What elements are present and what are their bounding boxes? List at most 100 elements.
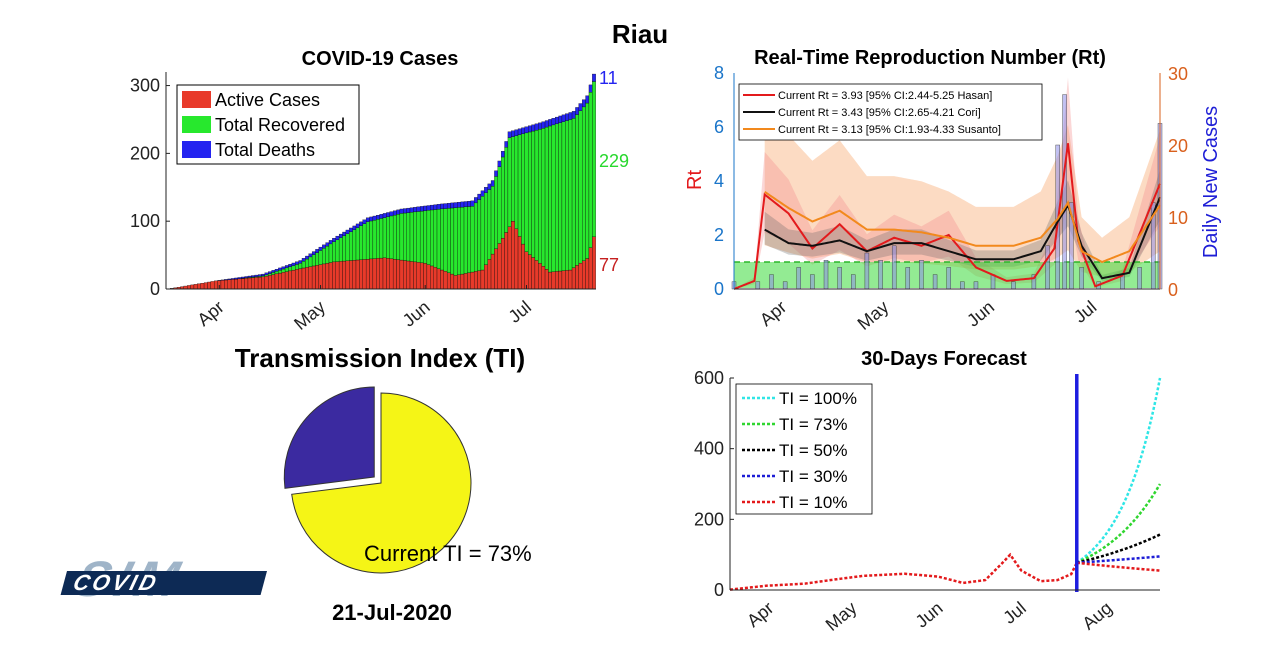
bar-deaths: [548, 119, 552, 127]
bar-recovered: [578, 110, 583, 264]
bar-active: [261, 276, 265, 290]
rt-left-axis-label: Rt: [684, 170, 706, 190]
end-label-recovered: 229: [599, 151, 629, 171]
legend-swatch-deaths: [182, 141, 211, 158]
bar-recovered: [288, 266, 292, 272]
rt-right-tick-label: 20: [1168, 136, 1188, 156]
bar-deaths: [325, 242, 330, 247]
bar-recovered: [386, 216, 390, 259]
bar-active: [440, 269, 444, 290]
forecast-history-line: [729, 552, 1078, 591]
bar-deaths: [406, 207, 411, 213]
bar-active: [281, 272, 286, 290]
bar-recovered: [342, 235, 347, 262]
bar-deaths: [362, 219, 367, 224]
bar-recovered: [440, 208, 444, 271]
bar-active: [457, 274, 461, 290]
bar-deaths: [416, 206, 421, 212]
daily-case-bar: [1011, 281, 1016, 290]
bar-recovered: [345, 233, 350, 261]
bar-deaths: [409, 207, 414, 213]
bar-deaths: [555, 116, 559, 124]
bar-deaths: [268, 271, 272, 274]
bar-active: [419, 262, 424, 290]
bar-deaths: [534, 123, 539, 131]
bar-active: [490, 253, 495, 290]
rt-left-tick-label: 4: [714, 171, 724, 191]
bar-deaths: [257, 274, 262, 277]
bar-deaths: [517, 128, 522, 135]
forecast-y-tick-label: 600: [694, 368, 724, 388]
rt-line-susanto: [764, 190, 1161, 264]
bar-active: [528, 254, 532, 290]
bar-deaths: [497, 160, 502, 167]
bar-recovered: [521, 133, 525, 245]
bar-active: [284, 271, 289, 290]
legend-swatch-recovered: [182, 116, 211, 133]
bar-active: [467, 272, 471, 290]
bar-deaths: [490, 180, 495, 187]
bar-recovered: [379, 218, 384, 259]
bar-deaths: [436, 204, 441, 210]
bar-deaths: [271, 270, 276, 273]
bar-deaths: [349, 227, 353, 232]
rt-legend-label-susanto: Current Rt = 3.13 [95% CI:1.93-4.33 Susa…: [778, 124, 1001, 136]
logo-covid-text: COVID: [71, 570, 162, 595]
bar-deaths: [419, 206, 424, 212]
rt-plot: [731, 77, 1163, 290]
report-date: 21-Jul-2020: [332, 600, 452, 625]
bar-recovered: [413, 211, 417, 263]
bar-recovered: [544, 126, 549, 270]
forecast-x-tick-label: Apr: [743, 598, 777, 631]
daily-case-bar: [891, 245, 897, 290]
bar-recovered: [592, 81, 596, 237]
bar-deaths: [511, 130, 515, 137]
ti-annotation: Current TI = 73%: [364, 541, 532, 566]
bar-deaths: [477, 193, 482, 200]
daily-case-bar: [919, 260, 924, 290]
bar-active: [274, 273, 279, 290]
bar-deaths: [264, 272, 269, 275]
bar-recovered: [372, 219, 377, 259]
cases-x-tick-label: May: [290, 297, 329, 334]
rt-x-tick-label: Apr: [756, 297, 790, 330]
bar-active: [365, 259, 370, 290]
cases-x-tick-label: Apr: [194, 297, 228, 330]
bar-active: [237, 278, 242, 290]
ti-pie: [283, 386, 472, 574]
bar-recovered: [301, 261, 306, 269]
forecast-line-4: [1076, 561, 1161, 572]
rt-right-tick-label: 10: [1168, 208, 1188, 228]
bar-active: [264, 275, 269, 290]
bar-recovered: [565, 120, 569, 271]
bar-recovered: [355, 227, 360, 261]
bar-deaths: [592, 73, 596, 82]
bar-recovered: [538, 129, 542, 264]
bar-active: [555, 271, 559, 290]
bar-active: [474, 271, 478, 290]
bar-deaths: [288, 264, 292, 267]
bar-active: [534, 260, 539, 290]
forecast-x-tick-label: Jul: [999, 598, 1029, 628]
bar-deaths: [582, 99, 586, 108]
bar-active: [247, 277, 252, 290]
bar-active: [413, 261, 417, 290]
ti-chart-title: Transmission Index (TI): [235, 343, 525, 373]
bar-deaths: [433, 204, 438, 210]
bar-active: [338, 261, 343, 290]
bar-deaths: [544, 120, 549, 128]
rt-chart-title: Real-Time Reproduction Number (Rt): [754, 47, 1106, 69]
bar-deaths: [345, 229, 350, 234]
bar-deaths: [551, 118, 556, 126]
bar-recovered: [490, 186, 495, 255]
bar-active: [244, 278, 249, 290]
bar-deaths: [230, 278, 235, 280]
daily-case-bar: [990, 274, 996, 290]
bar-deaths: [284, 265, 289, 269]
bar-deaths: [487, 183, 492, 190]
bar-recovered: [423, 210, 428, 264]
page-title: Riau: [612, 19, 668, 49]
forecast-legend-label: TI = 100%: [779, 389, 857, 408]
rt-x-tick-label: May: [854, 297, 893, 334]
